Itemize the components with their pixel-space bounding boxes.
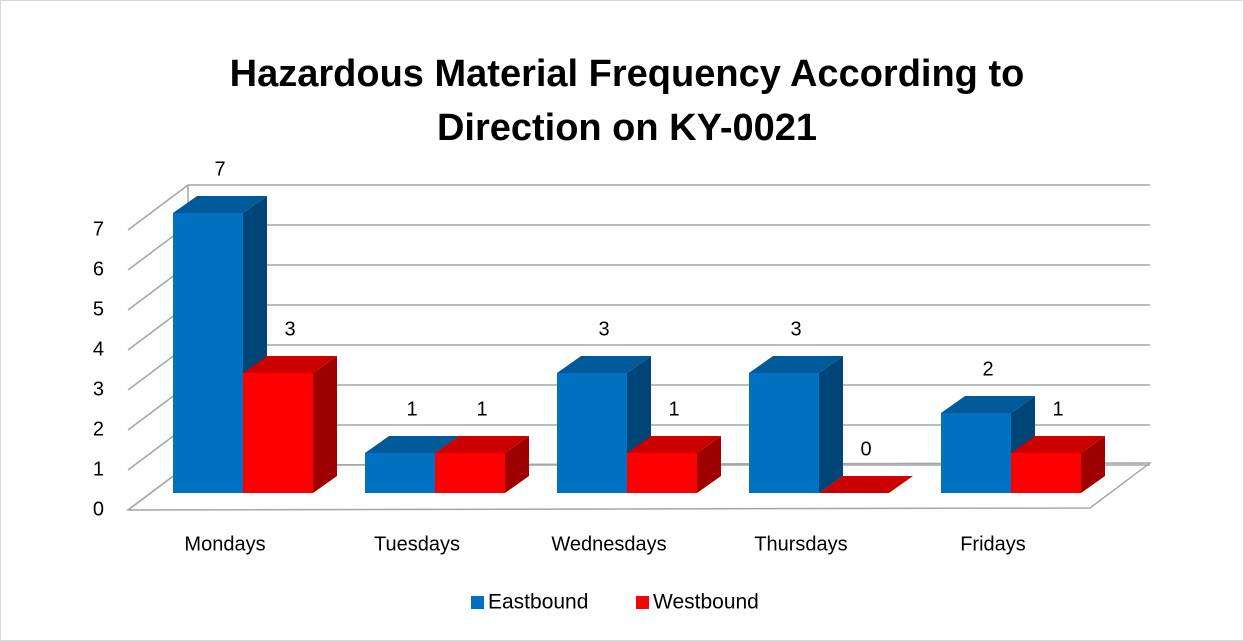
legend-label: Westbound bbox=[653, 591, 759, 614]
value-label: 7 bbox=[214, 158, 225, 180]
y-tick-label: 4 bbox=[93, 338, 104, 360]
value-label: 1 bbox=[668, 398, 679, 420]
bar bbox=[819, 476, 913, 493]
bar-front bbox=[243, 373, 313, 493]
bar bbox=[749, 356, 843, 493]
value-label: 3 bbox=[598, 318, 609, 340]
legend-swatch bbox=[471, 596, 484, 609]
y-tick-label: 3 bbox=[93, 378, 104, 400]
bar-side bbox=[1081, 436, 1105, 493]
bar-front bbox=[627, 453, 697, 493]
value-label: 2 bbox=[982, 358, 993, 380]
y-tick-label: 7 bbox=[93, 218, 104, 240]
bar-top bbox=[941, 396, 1035, 413]
bar-top bbox=[749, 356, 843, 373]
bar-top bbox=[819, 476, 913, 493]
value-label: 1 bbox=[476, 398, 487, 420]
bar-front bbox=[749, 373, 819, 493]
y-tick-label: 0 bbox=[93, 498, 104, 520]
legend-swatch bbox=[636, 596, 649, 609]
bar-side bbox=[819, 356, 843, 493]
x-tick-label: Thursdays bbox=[754, 533, 847, 555]
bar-side bbox=[313, 356, 337, 493]
legend-label: Eastbound bbox=[488, 591, 588, 614]
value-label: 1 bbox=[406, 398, 417, 420]
value-label: 3 bbox=[790, 318, 801, 340]
bar-front bbox=[1011, 453, 1081, 493]
bar-side bbox=[697, 436, 721, 493]
value-label: 1 bbox=[1052, 398, 1063, 420]
y-tick-label: 6 bbox=[93, 258, 104, 280]
chart-title: Hazardous Material Frequency According t… bbox=[230, 53, 1025, 95]
bar-top bbox=[557, 356, 651, 373]
y-tick-label: 1 bbox=[93, 458, 104, 480]
bar bbox=[435, 436, 529, 493]
bar-side bbox=[505, 436, 529, 493]
x-tick-label: Tuesdays bbox=[374, 533, 460, 555]
y-tick-label: 5 bbox=[93, 298, 104, 320]
bar-top bbox=[365, 436, 459, 453]
y-tick-label: 2 bbox=[93, 418, 104, 440]
bar bbox=[1011, 436, 1105, 493]
grid-line bbox=[127, 184, 1150, 231]
x-tick-label: Fridays bbox=[960, 533, 1026, 555]
bar-top bbox=[435, 436, 529, 453]
bar bbox=[243, 356, 337, 493]
bar-front bbox=[435, 453, 505, 493]
bar-front bbox=[557, 373, 627, 493]
bar-top bbox=[173, 196, 267, 213]
x-tick-label: Mondays bbox=[184, 533, 265, 555]
value-label: 3 bbox=[284, 318, 295, 340]
value-label: 0 bbox=[860, 438, 871, 460]
bar bbox=[627, 436, 721, 493]
bar-top bbox=[627, 436, 721, 453]
chart-title: Direction on KY-0021 bbox=[437, 107, 817, 149]
bar-front bbox=[173, 213, 243, 493]
bar-front bbox=[941, 413, 1011, 493]
bar-front bbox=[365, 453, 435, 493]
x-tick-label: Wednesdays bbox=[551, 533, 666, 555]
bar-top bbox=[243, 356, 337, 373]
bar-top bbox=[1011, 436, 1105, 453]
